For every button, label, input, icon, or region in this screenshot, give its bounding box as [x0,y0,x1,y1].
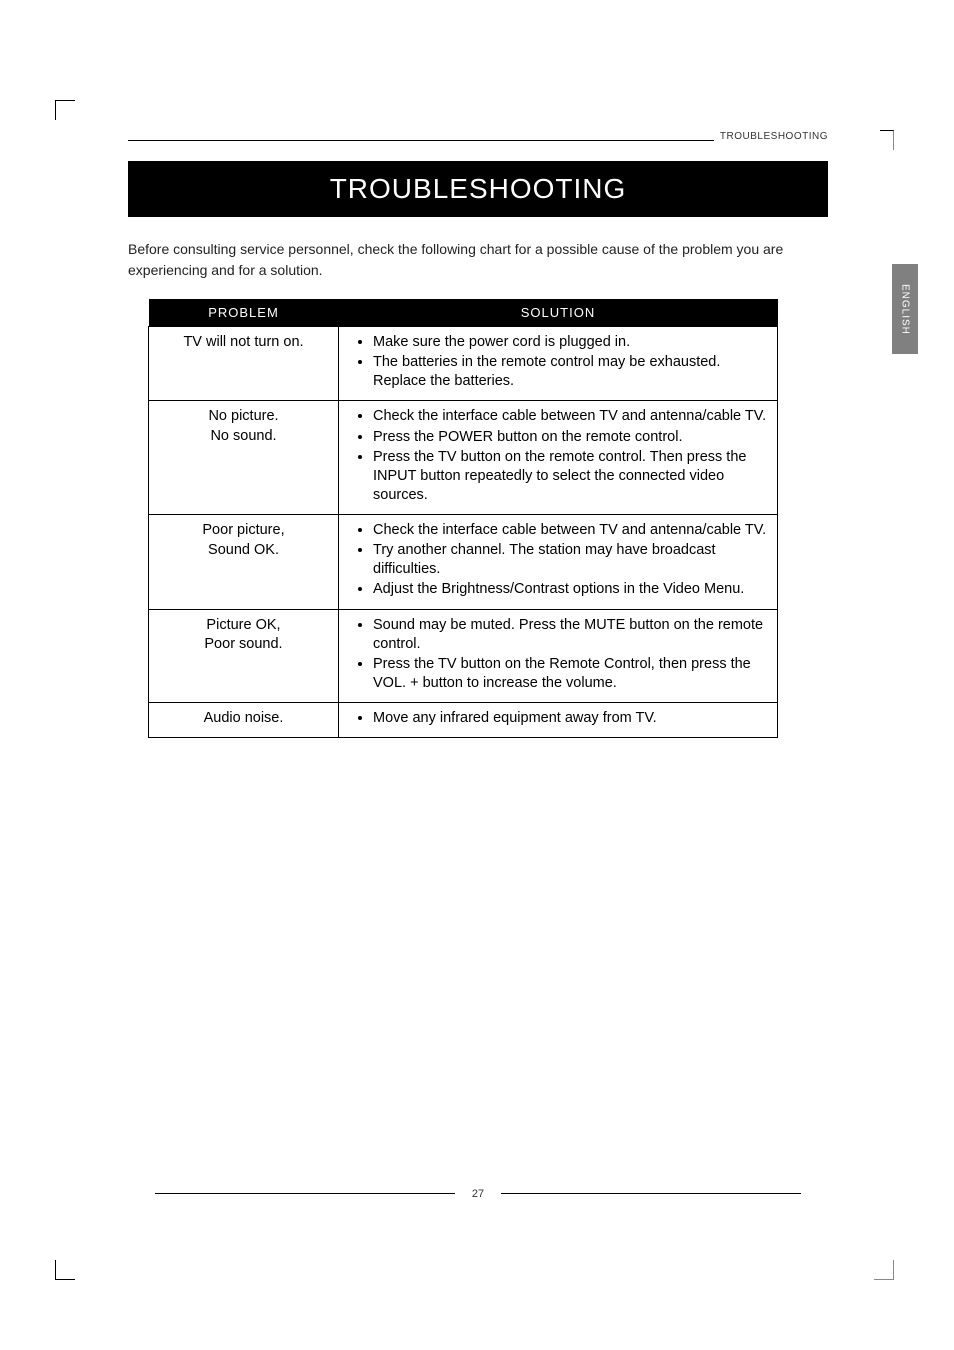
header-rule: TROUBLESHOOTING [128,140,828,141]
crop-mark [874,1260,894,1280]
solution-item: Press the TV button on the Remote Contro… [373,655,769,693]
solution-list: Sound may be muted. Press the MUTE butto… [347,616,769,694]
solution-list: Move any infrared equipment away from TV… [347,709,769,728]
solution-item: Move any infrared equipment away from TV… [373,709,769,728]
solution-item: The batteries in the remote control may … [373,353,769,391]
page-number: 27 [460,1188,496,1200]
table-row: No picture.No sound. Check the interface … [149,401,778,515]
solution-list: Check the interface cable between TV and… [347,521,769,600]
solution-cell: Sound may be muted. Press the MUTE butto… [339,609,778,703]
footer-rule [155,1193,455,1194]
page-title: TROUBLESHOOTING [128,161,828,217]
problem-cell: Poor picture,Sound OK. [149,515,339,610]
header-section-label: TROUBLESHOOTING [714,131,828,142]
solution-cell: Check the interface cable between TV and… [339,515,778,610]
table-row: TV will not turn on.Make sure the power … [149,327,778,401]
crop-mark [55,1260,75,1280]
solution-item: Sound may be muted. Press the MUTE butto… [373,616,769,654]
solution-item: Try another channel. The station may hav… [373,541,769,579]
troubleshooting-table: PROBLEM SOLUTION TV will not turn on.Mak… [148,299,778,738]
solution-list: Make sure the power cord is plugged in.T… [347,333,769,391]
table-row: Poor picture,Sound OK. Check the interfac… [149,515,778,610]
solution-item: Check the interface cable between TV and… [373,521,769,540]
table-body: TV will not turn on.Make sure the power … [149,327,778,738]
column-header-solution: SOLUTION [339,299,778,327]
intro-text: Before consulting service personnel, che… [128,239,828,281]
problem-cell: Picture OK,Poor sound. [149,609,339,703]
column-header-problem: PROBLEM [149,299,339,327]
problem-cell: TV will not turn on. [149,327,339,401]
solution-item: Press the POWER button on the remote con… [373,428,769,447]
table-row: Audio noise. Move any infrared equipment … [149,703,778,738]
problem-cell: Audio noise. [149,703,339,738]
problem-cell: No picture.No sound. [149,401,339,515]
solution-item: Check the interface cable between TV and… [373,407,769,426]
footer-rule [501,1193,801,1194]
solution-cell: Make sure the power cord is plugged in.T… [339,327,778,401]
solution-cell: Check the interface cable between TV and… [339,401,778,515]
crop-mark [55,100,75,120]
table-row: Picture OK,Poor sound. Sound may be muted… [149,609,778,703]
page-footer: 27 [128,1185,828,1203]
solution-item: Make sure the power cord is plugged in. [373,333,769,352]
solution-item: Adjust the Brightness/Contrast options i… [373,580,769,599]
crop-mark [880,130,894,150]
page-content: TROUBLESHOOTING TROUBLESHOOTING Before c… [128,140,828,738]
solution-list: Check the interface cable between TV and… [347,407,769,505]
language-tab: ENGLISH [892,264,918,354]
solution-cell: Move any infrared equipment away from TV… [339,703,778,738]
solution-item: Press the TV button on the remote contro… [373,448,769,505]
